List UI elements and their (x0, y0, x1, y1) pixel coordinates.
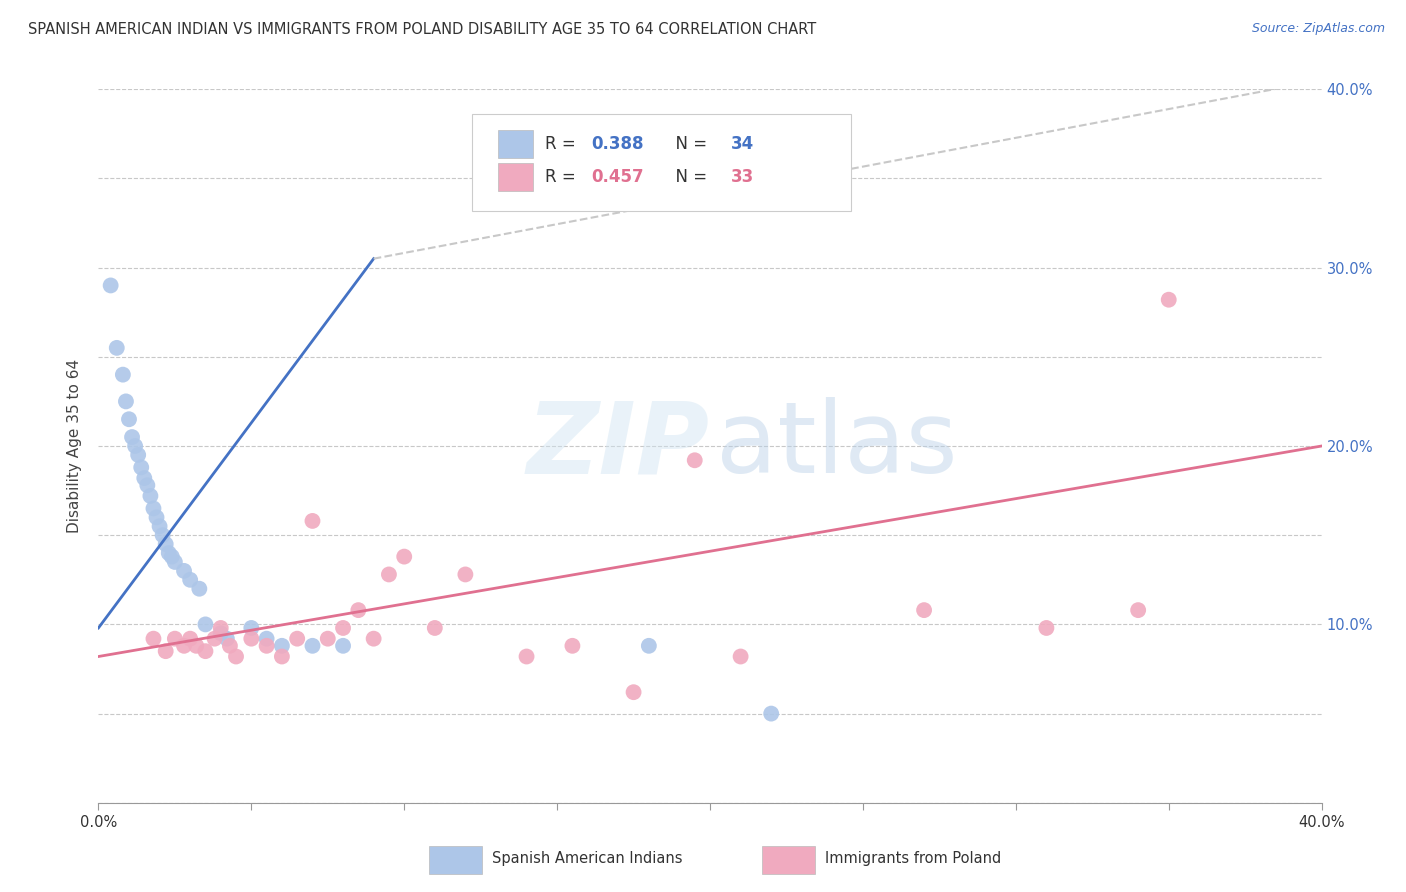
Point (301, 514, 323, 528)
Point (115, 394, 138, 409)
Point (157, 546, 180, 560)
Text: Immigrants from Poland: Immigrants from Poland (825, 851, 1001, 865)
Point (173, 639, 195, 653)
Point (145, 510, 167, 524)
Point (546, 171, 568, 186)
Point (209, 626, 232, 640)
Point (173, 564, 195, 578)
Point (100, 278, 122, 293)
FancyBboxPatch shape (471, 114, 851, 211)
Point (215, 632, 238, 646)
Y-axis label: Disability Age 35 to 64: Disability Age 35 to 64 (67, 359, 83, 533)
Text: 34: 34 (731, 136, 754, 153)
Text: N =: N = (665, 168, 713, 186)
Point (127, 448, 149, 462)
Text: 33: 33 (731, 168, 754, 186)
Point (121, 430, 143, 444)
Point (423, 621, 446, 635)
Point (392, 549, 416, 564)
Point (219, 639, 242, 653)
Point (160, 549, 183, 564)
Point (759, 706, 782, 721)
Point (1128, 603, 1150, 617)
Text: Source: ZipAtlas.com: Source: ZipAtlas.com (1251, 22, 1385, 36)
Point (142, 632, 165, 646)
Point (194, 617, 217, 632)
Point (516, 649, 538, 664)
Point (225, 649, 247, 664)
Point (136, 478, 159, 492)
Point (378, 567, 401, 582)
Point (316, 632, 339, 646)
Text: 0.388: 0.388 (592, 136, 644, 153)
Point (134, 471, 156, 485)
Text: R =: R = (546, 168, 581, 186)
Point (270, 649, 292, 664)
Point (454, 567, 477, 582)
Point (209, 621, 232, 635)
Point (270, 639, 292, 653)
Point (561, 639, 583, 653)
Point (179, 573, 201, 587)
Point (256, 639, 278, 653)
Point (186, 639, 208, 653)
Point (129, 460, 152, 475)
Point (240, 632, 263, 646)
FancyBboxPatch shape (498, 162, 533, 191)
Point (240, 621, 263, 635)
Point (149, 519, 172, 533)
FancyBboxPatch shape (498, 130, 533, 159)
Point (204, 632, 226, 646)
Point (155, 644, 177, 658)
Point (194, 644, 217, 658)
Text: atlas: atlas (716, 398, 957, 494)
Text: ZIP: ZIP (527, 398, 710, 494)
Point (142, 501, 165, 516)
Point (363, 632, 385, 646)
Point (124, 439, 146, 453)
Point (730, 649, 752, 664)
Text: N =: N = (665, 136, 713, 153)
Point (139, 489, 162, 503)
Point (179, 632, 201, 646)
Point (347, 603, 370, 617)
Point (163, 632, 186, 646)
Point (155, 537, 177, 551)
Point (163, 555, 186, 569)
Text: Spanish American Indians: Spanish American Indians (492, 851, 682, 865)
Point (152, 528, 174, 542)
Point (188, 582, 211, 596)
Point (912, 603, 935, 617)
Point (111, 368, 134, 382)
Point (637, 639, 661, 653)
Point (105, 341, 128, 355)
Point (1157, 293, 1180, 307)
Point (623, 685, 645, 699)
Point (1035, 621, 1057, 635)
Point (332, 621, 354, 635)
Text: SPANISH AMERICAN INDIAN VS IMMIGRANTS FROM POLAND DISABILITY AGE 35 TO 64 CORREL: SPANISH AMERICAN INDIAN VS IMMIGRANTS FR… (28, 22, 817, 37)
Point (332, 639, 354, 653)
Point (256, 632, 278, 646)
Point (118, 412, 141, 426)
Text: R =: R = (546, 136, 581, 153)
Point (301, 639, 323, 653)
Point (683, 453, 706, 467)
Text: 0.457: 0.457 (592, 168, 644, 186)
Point (285, 632, 308, 646)
